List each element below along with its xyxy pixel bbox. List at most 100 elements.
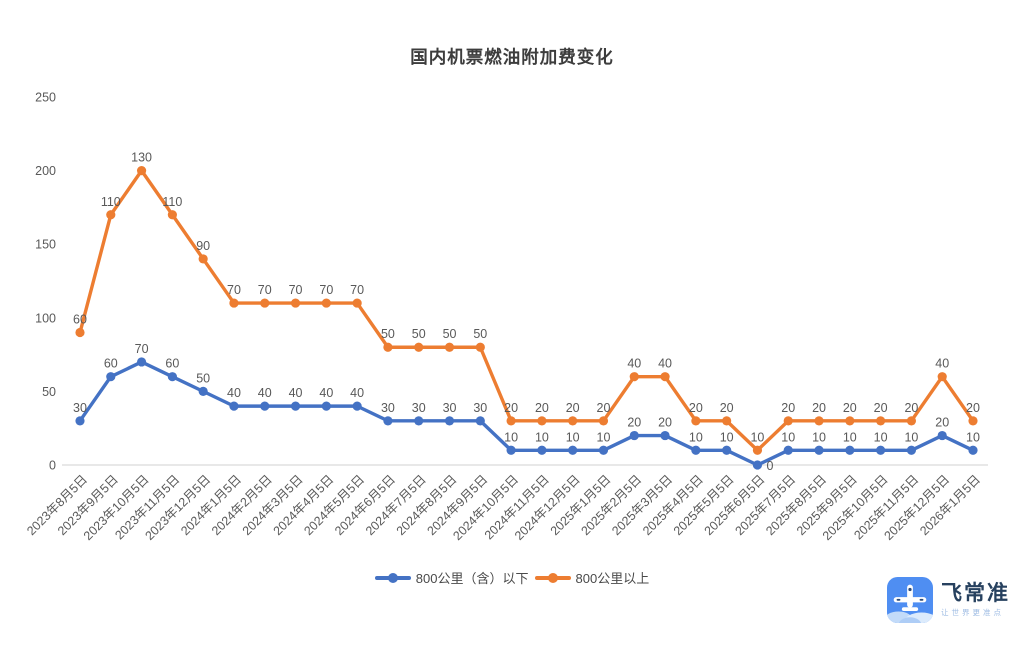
brand-name: 飞常准 (941, 582, 1010, 606)
data-label: 20 (597, 401, 611, 415)
data-point-marker (629, 430, 639, 441)
data-label: 40 (227, 386, 241, 400)
data-point-marker (352, 298, 362, 308)
data-point-marker (383, 342, 393, 352)
data-point-marker (414, 416, 424, 426)
data-point-marker (752, 445, 763, 455)
data-point-marker (537, 445, 547, 455)
series-line (78, 168, 975, 452)
variflight-logo: 飞常准 让世界更准点 (887, 577, 1010, 623)
data-point-marker (629, 372, 639, 382)
data-point-marker (167, 210, 177, 220)
data-point-marker (568, 445, 578, 455)
data-label: 50 (443, 327, 457, 341)
data-label: 40 (289, 386, 303, 400)
data-point-marker (444, 342, 455, 352)
data-label: 40 (627, 357, 641, 371)
data-label: 10 (843, 430, 857, 444)
data-point-marker (876, 445, 886, 455)
data-point-marker (598, 416, 609, 426)
data-point-marker (814, 445, 824, 455)
data-point-marker (229, 401, 239, 411)
data-point-marker (383, 416, 393, 426)
data-label: 20 (689, 401, 703, 415)
data-point-marker (136, 166, 147, 176)
data-label: 20 (566, 401, 580, 415)
data-point-marker (691, 416, 701, 426)
data-label: 10 (812, 430, 826, 444)
data-label: 20 (720, 401, 734, 415)
data-label: 110 (162, 195, 182, 209)
data-label: 10 (720, 430, 734, 444)
data-label: 130 (131, 151, 152, 165)
data-label: 20 (904, 401, 918, 415)
data-label: 40 (658, 357, 672, 371)
data-point-marker (75, 416, 85, 426)
data-point-marker (598, 445, 609, 455)
data-point-marker (906, 416, 917, 426)
data-point-marker (722, 416, 732, 426)
legend-dot-icon (387, 572, 398, 583)
data-label: 60 (104, 357, 118, 371)
airplane-logo-icon (887, 577, 933, 623)
data-label: 90 (196, 239, 210, 253)
data-point-marker (906, 445, 917, 455)
data-label: 50 (412, 327, 426, 341)
data-label: 50 (473, 327, 487, 341)
data-label: 20 (843, 401, 857, 415)
data-point-marker (968, 445, 978, 455)
series-line (78, 360, 975, 467)
data-label: 30 (473, 401, 487, 415)
y-tick-label: 250 (35, 91, 56, 105)
data-label: 30 (443, 401, 457, 415)
data-label: 20 (935, 416, 949, 430)
data-label: 10 (566, 430, 580, 444)
data-label: 70 (258, 283, 272, 297)
legend-label-over-800km: 800公里以上 (575, 571, 650, 586)
chart-title: 国内机票燃油附加费变化 (410, 47, 614, 67)
y-tick-label: 100 (35, 311, 56, 325)
data-point-marker (198, 386, 208, 396)
legend-marker-blue (374, 572, 411, 584)
data-label: 10 (781, 430, 795, 444)
data-point-marker (814, 416, 824, 426)
data-point-marker (444, 416, 455, 426)
data-label: 40 (258, 386, 272, 400)
data-point-marker (106, 372, 116, 382)
data-point-marker (290, 401, 301, 411)
data-point-marker (937, 430, 947, 441)
data-label: 110 (101, 195, 121, 209)
data-point-marker (506, 445, 516, 455)
data-label: 10 (535, 430, 549, 444)
data-label: 50 (196, 371, 210, 385)
legend-dot-icon (547, 572, 558, 583)
data-label: 40 (935, 357, 949, 371)
data-label: 30 (73, 401, 87, 415)
data-label: 20 (966, 401, 980, 415)
data-label: 20 (781, 401, 795, 415)
data-point-marker (660, 430, 670, 441)
data-point-marker (876, 416, 886, 426)
data-label: 20 (658, 416, 672, 430)
data-label: 10 (904, 430, 918, 444)
legend-item-over-800km: 800公里以上 (534, 568, 650, 587)
y-tick-label: 50 (42, 385, 56, 399)
chart-legend: 800公里（含）以下 800公里以上 (0, 568, 1024, 587)
data-point-marker (290, 298, 301, 308)
data-point-marker (783, 416, 793, 426)
data-point-marker (136, 357, 147, 367)
data-point-marker (167, 372, 177, 382)
data-label: 70 (227, 283, 241, 297)
brand-tagline: 让世界更准点 (941, 608, 1004, 618)
data-point-marker (229, 298, 239, 308)
data-point-marker (845, 416, 855, 426)
data-point-marker (660, 372, 670, 382)
legend-label-under-800km: 800公里（含）以下 (415, 571, 529, 586)
data-label: 10 (874, 430, 888, 444)
data-point-marker (321, 298, 331, 308)
data-label: 40 (319, 386, 333, 400)
data-point-marker (475, 342, 485, 352)
data-point-marker (845, 445, 855, 455)
data-label: 70 (319, 283, 333, 297)
